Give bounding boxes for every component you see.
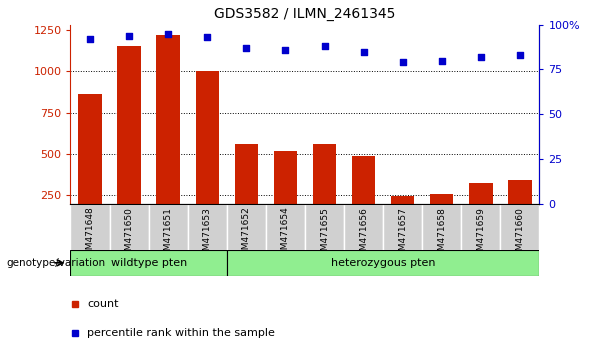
- Text: percentile rank within the sample: percentile rank within the sample: [87, 328, 275, 338]
- Bar: [383, 204, 422, 267]
- Bar: [70, 204, 110, 267]
- Bar: [78, 94, 102, 237]
- Bar: [422, 204, 462, 267]
- Point: [398, 59, 408, 65]
- Text: GSM471653: GSM471653: [203, 207, 211, 262]
- Text: GSM471660: GSM471660: [516, 207, 524, 262]
- Text: heterozygous pten: heterozygous pten: [331, 258, 435, 268]
- Text: genotype/variation: genotype/variation: [6, 258, 105, 268]
- Point: [281, 47, 291, 53]
- Bar: [391, 196, 414, 237]
- Bar: [266, 204, 305, 267]
- Bar: [188, 204, 227, 267]
- Bar: [70, 250, 227, 276]
- Point: [242, 45, 251, 51]
- Text: GSM471651: GSM471651: [164, 207, 173, 262]
- Bar: [430, 194, 454, 237]
- Point: [202, 34, 212, 40]
- Point: [515, 52, 525, 58]
- Bar: [274, 150, 297, 237]
- Point: [124, 33, 134, 38]
- Title: GDS3582 / ILMN_2461345: GDS3582 / ILMN_2461345: [215, 7, 395, 21]
- Text: GSM471659: GSM471659: [476, 207, 485, 262]
- Bar: [500, 204, 539, 267]
- Bar: [196, 71, 219, 237]
- Bar: [110, 204, 149, 267]
- Bar: [344, 204, 383, 267]
- Text: GSM471654: GSM471654: [281, 207, 290, 262]
- Text: GSM471655: GSM471655: [320, 207, 329, 262]
- Point: [437, 58, 447, 63]
- Text: GSM471648: GSM471648: [86, 207, 94, 262]
- Bar: [462, 204, 500, 267]
- Bar: [508, 179, 531, 237]
- Bar: [469, 183, 493, 237]
- Point: [319, 44, 329, 49]
- Bar: [149, 204, 188, 267]
- Text: GSM471652: GSM471652: [242, 207, 251, 262]
- Text: GSM471656: GSM471656: [359, 207, 368, 262]
- Text: GSM471658: GSM471658: [437, 207, 446, 262]
- Text: GSM471650: GSM471650: [124, 207, 134, 262]
- Bar: [313, 144, 336, 237]
- Bar: [227, 204, 266, 267]
- Point: [476, 54, 485, 60]
- Bar: [156, 35, 180, 237]
- Point: [359, 49, 368, 55]
- Point: [163, 31, 173, 36]
- Bar: [352, 155, 375, 237]
- Text: count: count: [87, 299, 118, 309]
- Text: wildtype pten: wildtype pten: [110, 258, 187, 268]
- Point: [85, 36, 95, 42]
- Text: GSM471657: GSM471657: [398, 207, 407, 262]
- Bar: [227, 250, 539, 276]
- Bar: [235, 144, 258, 237]
- Bar: [305, 204, 344, 267]
- Bar: [118, 46, 141, 237]
